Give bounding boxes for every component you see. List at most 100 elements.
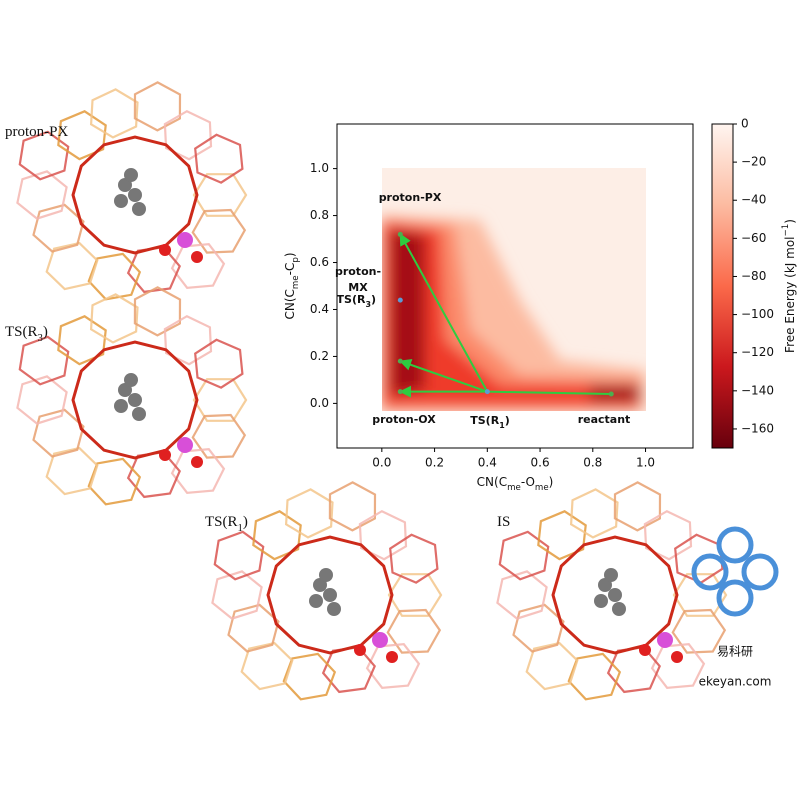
state-label-part: MX [348,281,368,294]
y-axis-label-part: -C [283,263,297,276]
colorbar-tick-label: −60 [741,231,766,245]
o-atom [159,244,171,256]
colorbar-tick-label: −160 [741,421,774,435]
structure-label: TS(R3) [5,324,48,344]
structure-label-part: ) [43,324,48,340]
state-label-part: proton-OX [372,413,436,426]
framework-ring [525,641,579,691]
y-tick-label: 0.6 [310,255,329,269]
framework-ring [191,208,247,254]
framework-ring [227,603,280,653]
carbon-atom [594,594,608,608]
x-axis-label-part: me [507,483,521,493]
state-label-part: proton-PX [379,191,442,204]
framework-ring [512,603,565,653]
al-atom [372,632,388,648]
structures [16,81,728,701]
framework-ring [194,338,244,389]
framework-ring [126,451,181,499]
state-point [397,297,403,303]
framework-ring [252,510,302,561]
structure-label: proton-PX [5,124,69,140]
state-point [397,358,403,364]
framework-ring [45,241,99,291]
structure-label-part: 1 [238,522,243,534]
structure-label-part: ) [243,514,248,530]
x-axis-label-part: me [535,483,549,493]
watermark-name: 易科研 [717,645,753,659]
framework-ring [386,608,442,654]
framework-ring [16,375,68,425]
carbon-atom [327,602,341,616]
al-atom [177,437,193,453]
x-axis-label-part: CN(C [477,475,507,489]
framework-ring [18,130,70,181]
o-atom [671,651,683,663]
colorbar-label-part: Free Energy (kJ mol [783,236,797,352]
framework-ring [57,110,107,161]
framework-ring [163,314,213,366]
structure-label-part: TS(R [5,324,38,340]
framework-ring [389,533,439,584]
framework-ring [328,481,377,532]
colorbar-tick-label: −100 [741,307,774,321]
colorbar-label-part: −1 [781,224,791,237]
structure-label: IS [497,514,510,530]
x-tick-label: 0.0 [372,456,391,470]
y-tick-label: 0.8 [310,208,329,222]
o-atom [386,651,398,663]
y-axis-label-part: me [291,275,301,289]
x-axis-label-part: ) [549,475,554,489]
framework-ring [650,643,706,690]
y-tick-label: 0.4 [310,302,329,316]
y-axis-label-part: p [291,257,301,262]
y-axis-label-part: CN(C [283,289,297,319]
framework-ring [498,530,550,581]
x-tick-label: 0.4 [478,456,497,470]
state-point [397,231,403,237]
o-atom [159,449,171,461]
colorbar-tick-label: −80 [741,269,766,283]
framework-ring [87,252,142,301]
framework-ring [211,570,263,620]
colorbar [711,123,734,449]
structure-label: TS(R1) [205,514,248,534]
carbon-atom [319,568,333,582]
structure-label-part: 3 [38,332,43,344]
state-label-part: proton- [335,265,381,278]
framework-ring [194,133,244,184]
x-tick-label: 0.6 [531,456,550,470]
carbon-atom [608,588,622,602]
framework-ring [89,293,139,344]
framework-ring [496,570,548,620]
framework-ring [284,488,334,539]
framework-ring [16,170,68,220]
carbon-atom [323,588,337,602]
framework-ring [671,608,727,654]
carbon-atom [114,399,128,413]
al-atom [657,632,673,648]
colorbar-tick-label: −120 [741,345,774,359]
state-label-part: 1 [499,421,505,430]
state-point [397,389,403,395]
framework-ring [133,286,182,337]
y-axis-label-part: ) [283,252,297,257]
framework-ring [170,448,226,495]
framework-ring [282,652,337,701]
y-axis-label: CN(Cme-Cp) [283,252,301,319]
colorbar-tick-label: −20 [741,155,766,169]
state-point [484,389,490,395]
al-atom [177,232,193,248]
x-axis-label-part: -O [521,475,535,489]
o-atom [639,644,651,656]
colorbar-tick-label: 0 [741,117,749,131]
state-label: reactant [578,413,631,426]
framework-ring [569,488,619,539]
path-segment [399,233,489,393]
x-tick-label: 0.2 [425,456,444,470]
carbon-atom [114,194,128,208]
o-atom [191,251,203,263]
state-label-part: reactant [578,413,631,426]
state-label: TS(R3) [337,293,376,309]
state-label-part: 3 [365,300,371,309]
